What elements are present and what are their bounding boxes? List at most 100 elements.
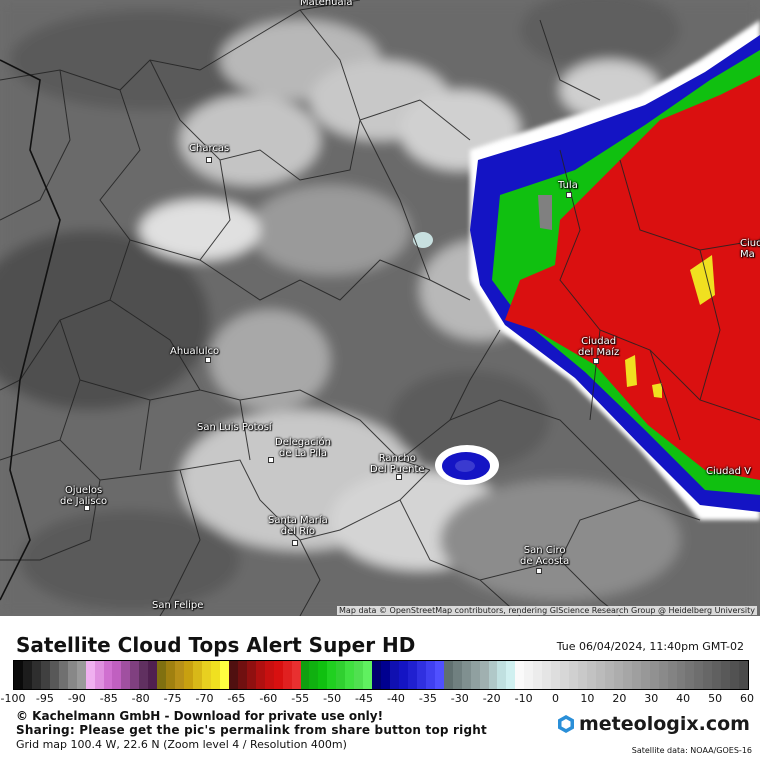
place-label: San Luis Potosí [197, 422, 272, 433]
cloud-layer [0, 0, 760, 616]
scale-swatch [622, 661, 632, 689]
scale-swatch [452, 661, 462, 689]
scale-swatch [14, 661, 23, 689]
scale-swatch [739, 661, 749, 689]
place-label: Charcas [189, 143, 230, 154]
scale-tick-label: 20 [612, 692, 627, 705]
scale-swatch [327, 661, 337, 689]
brand-icon [558, 715, 574, 733]
place-marker [396, 474, 402, 480]
scale-swatch [336, 661, 346, 689]
scale-swatch [443, 661, 453, 689]
scale-swatch [166, 661, 176, 689]
scale-swatch [210, 661, 220, 689]
scale-swatch [31, 661, 41, 689]
scale-tick-label: -95 [35, 692, 54, 705]
scale-swatch [461, 661, 471, 689]
scale-swatch [49, 661, 59, 689]
place-label: Ahualulco [170, 346, 220, 357]
scale-swatch [631, 661, 641, 689]
place-marker [206, 157, 212, 163]
scale-swatch [398, 661, 408, 689]
scale-swatch [112, 661, 122, 689]
timestamp: Tue 06/04/2024, 11:40pm GMT-02 [556, 640, 744, 653]
place-marker [593, 358, 599, 364]
place-label: Ciudad Ma [740, 238, 760, 260]
scale-swatch [309, 661, 319, 689]
scale-tick-label: -60 [259, 692, 278, 705]
scale-swatch [667, 661, 677, 689]
scale-swatch [40, 661, 50, 689]
scale-swatch [354, 661, 364, 689]
satellite-source: Satellite data: NOAA/GOES-16 [631, 746, 752, 755]
scale-tick-label: -85 [99, 692, 118, 705]
scale-tick-label: -90 [67, 692, 86, 705]
scale-swatch [515, 661, 525, 689]
scale-swatch [255, 661, 265, 689]
scale-swatch [282, 661, 292, 689]
place-label: Tula [558, 180, 578, 191]
scale-swatch [649, 661, 659, 689]
scale-swatch [202, 661, 211, 689]
scale-swatch [416, 661, 426, 689]
scale-swatch [470, 661, 480, 689]
map-attribution: Map data © OpenStreetMap contributors, r… [337, 606, 757, 615]
place-marker [536, 568, 542, 574]
scale-swatch [228, 661, 238, 689]
scale-tick-label: -75 [163, 692, 182, 705]
scale-swatch [488, 661, 498, 689]
scale-tick-label: -20 [482, 692, 501, 705]
scale-tick-label: 10 [580, 692, 595, 705]
scale-swatch [103, 661, 113, 689]
scale-tick-label: -30 [450, 692, 469, 705]
scale-swatch [121, 661, 131, 689]
place-label: Santa María del Río [268, 515, 328, 537]
scale-swatch [193, 661, 203, 689]
scale-swatch [613, 661, 623, 689]
scale-swatch [273, 661, 283, 689]
scale-tick-label: -70 [195, 692, 214, 705]
satellite-map: Matehuala Charcas Tula Ciudad Ma Ahualul… [0, 0, 760, 616]
scale-swatch [381, 661, 391, 689]
scale-swatch [604, 661, 614, 689]
scale-tick-label: 50 [708, 692, 723, 705]
scale-swatch [148, 661, 158, 689]
scale-swatch [658, 661, 668, 689]
scale-swatch [300, 661, 310, 689]
scale-swatch [694, 661, 704, 689]
scale-tick-label: -100 [0, 692, 26, 705]
scale-swatch [506, 661, 516, 689]
scale-swatch [246, 661, 256, 689]
place-label: Ciudad del Maíz [578, 336, 620, 358]
place-marker [292, 540, 298, 546]
scale-swatch [85, 661, 95, 689]
scale-swatch [560, 661, 570, 689]
scale-swatch [712, 661, 722, 689]
copyright-text: © Kachelmann GmbH - Download for private… [16, 709, 384, 723]
scale-swatch [291, 661, 301, 689]
brand-name: meteologix.com [579, 713, 750, 735]
scale-tick-label: -40 [386, 692, 405, 705]
scale-swatch [219, 661, 229, 689]
scale-swatch [363, 661, 373, 689]
scale-swatch [390, 661, 399, 689]
legend-title: Satellite Cloud Tops Alert Super HD [16, 633, 416, 657]
place-marker [205, 357, 211, 363]
scale-tick-label: -50 [323, 692, 342, 705]
scale-swatch [264, 661, 274, 689]
scale-swatch [721, 661, 731, 689]
place-label: San Felipe [152, 600, 204, 611]
scale-swatch [425, 661, 435, 689]
scale-swatch [175, 661, 185, 689]
meteologix-logo[interactable]: meteologix.com [556, 713, 750, 735]
scale-swatch [551, 661, 561, 689]
scale-tick-label: -10 [514, 692, 533, 705]
scale-tick-label: -80 [131, 692, 150, 705]
scale-swatch [130, 661, 140, 689]
temperature-color-scale [13, 660, 749, 690]
scale-swatch [67, 661, 77, 689]
place-marker [566, 192, 572, 198]
scale-swatch [434, 661, 444, 689]
scale-swatch [587, 661, 596, 689]
scale-tick-label: -65 [227, 692, 246, 705]
